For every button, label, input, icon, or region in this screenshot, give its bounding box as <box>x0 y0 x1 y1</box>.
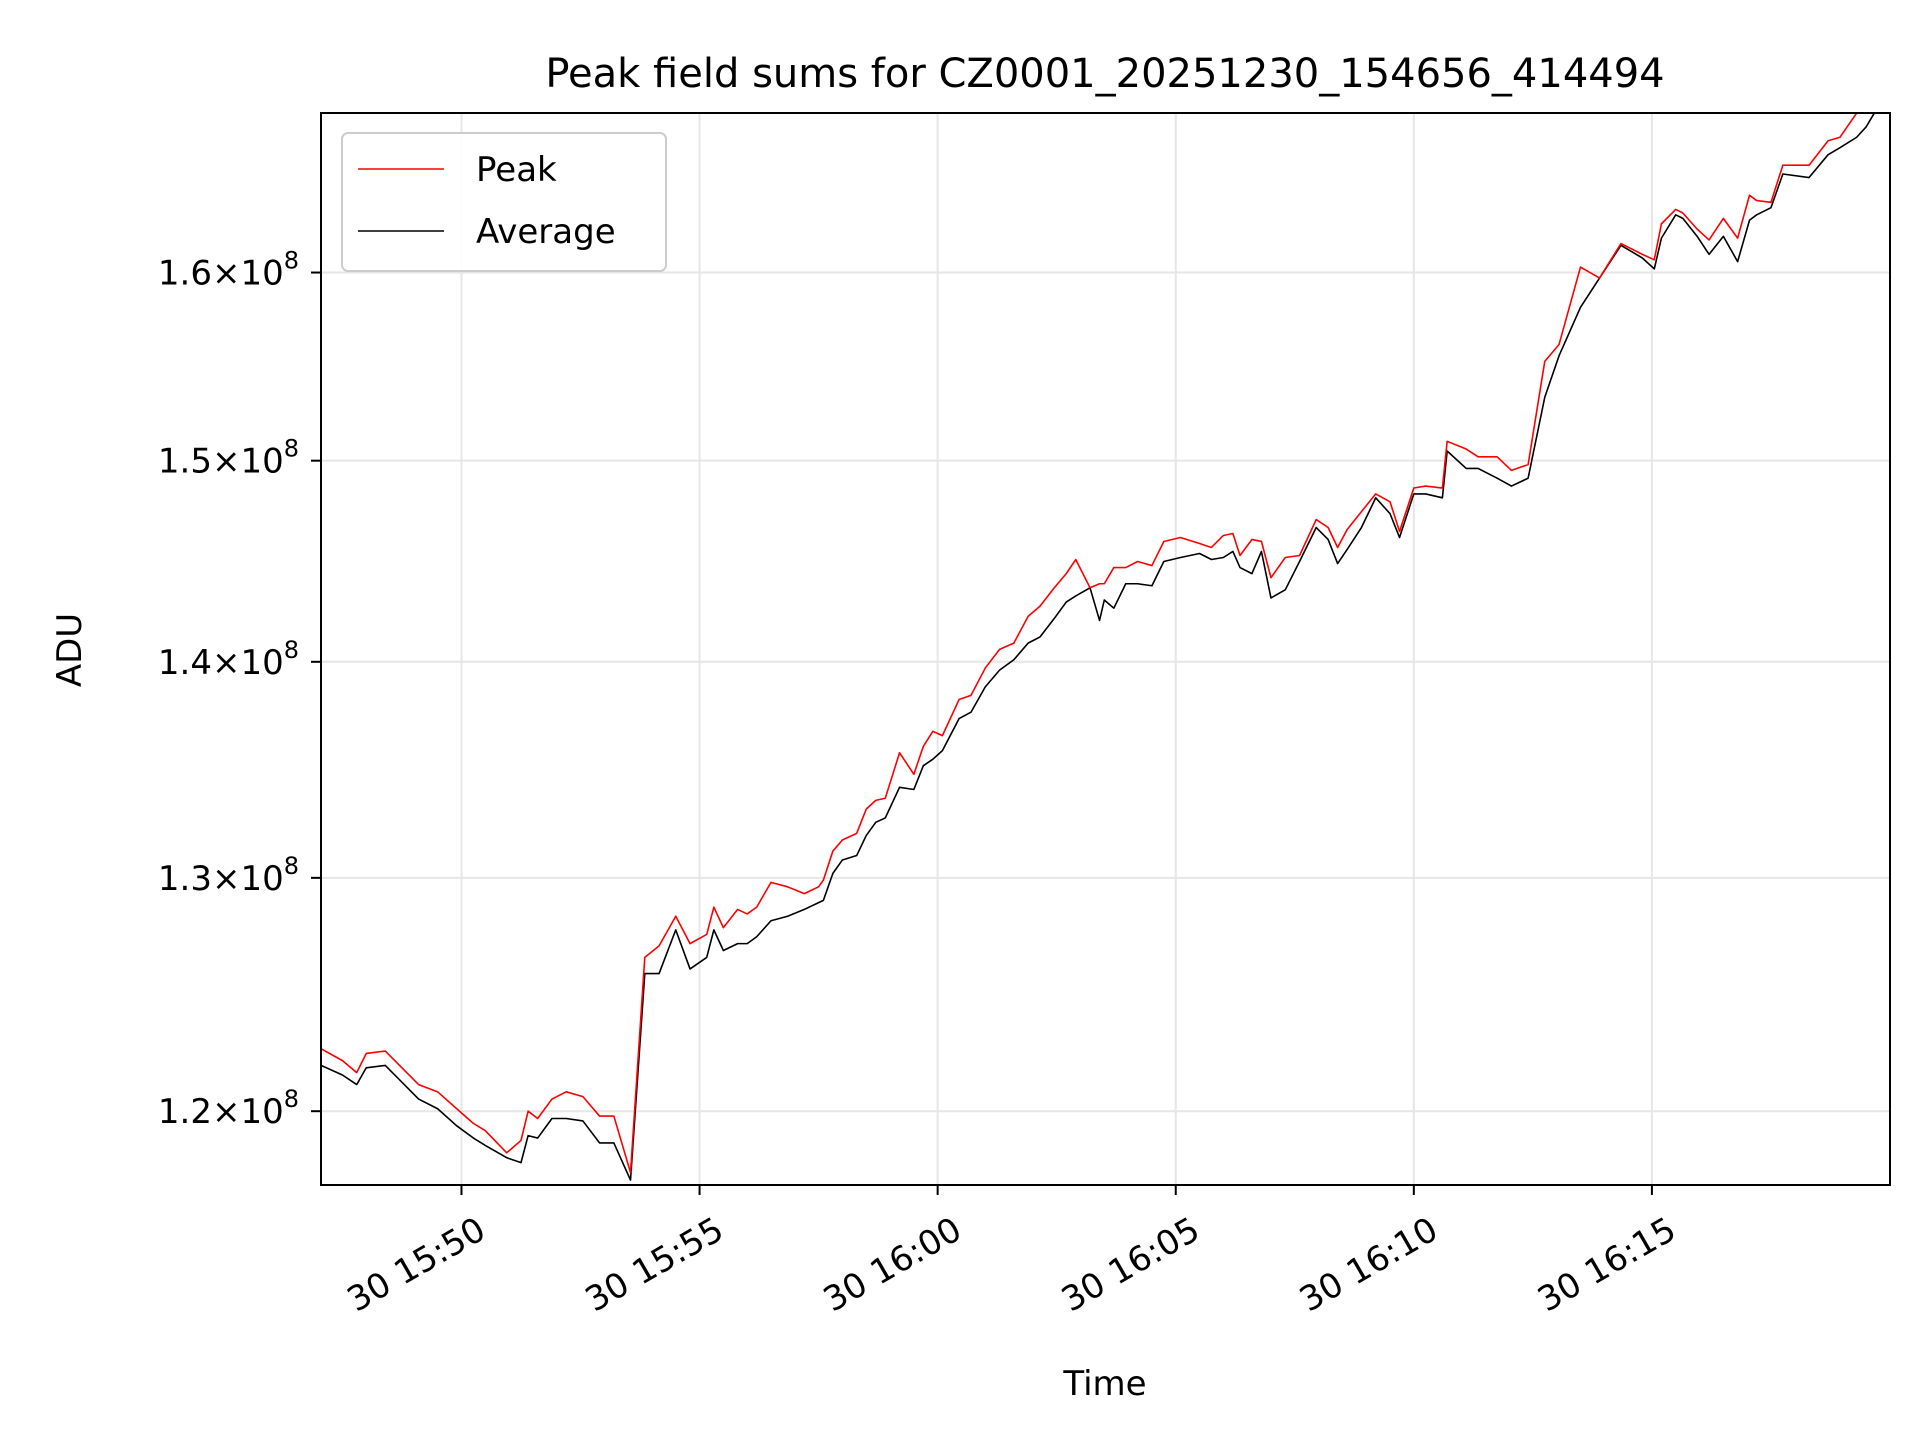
chart-title: Peak field sums for CZ0001_20251230_1546… <box>545 51 1664 97</box>
y-tick-label: 1.6×108 <box>158 247 299 294</box>
x-tick-label: 30 16:15 <box>1531 1210 1683 1321</box>
legend-peak-label: Peak <box>476 150 557 190</box>
x-tick-label: 30 15:50 <box>341 1210 493 1321</box>
series-line-peak <box>321 113 1858 1174</box>
x-axis-label: Time <box>1062 1364 1146 1404</box>
x-tick-label: 30 15:55 <box>579 1210 731 1321</box>
grid <box>321 113 1890 1185</box>
y-axis-label: ADU <box>50 613 90 687</box>
series-layer <box>321 113 1876 1181</box>
plot-frame <box>320 112 1891 1186</box>
y-tick-label: 1.5×108 <box>158 435 299 482</box>
x-tick-label: 30 16:00 <box>817 1210 969 1321</box>
x-tick-label: 30 16:05 <box>1055 1210 1207 1321</box>
legend-average-label: Average <box>476 212 616 252</box>
x-tick-label: 30 16:10 <box>1293 1210 1445 1321</box>
y-tick-label: 1.2×108 <box>158 1085 299 1132</box>
ticks: 30 15:50 30 15:55 30 16:00 30 16:05 30 16:10… <box>158 247 1683 1321</box>
legend-box <box>341 132 667 272</box>
legend: Peak Average <box>341 132 667 272</box>
y-tick-label: 1.3×108 <box>158 852 299 899</box>
y-tick-label: 1.4×108 <box>158 636 299 683</box>
